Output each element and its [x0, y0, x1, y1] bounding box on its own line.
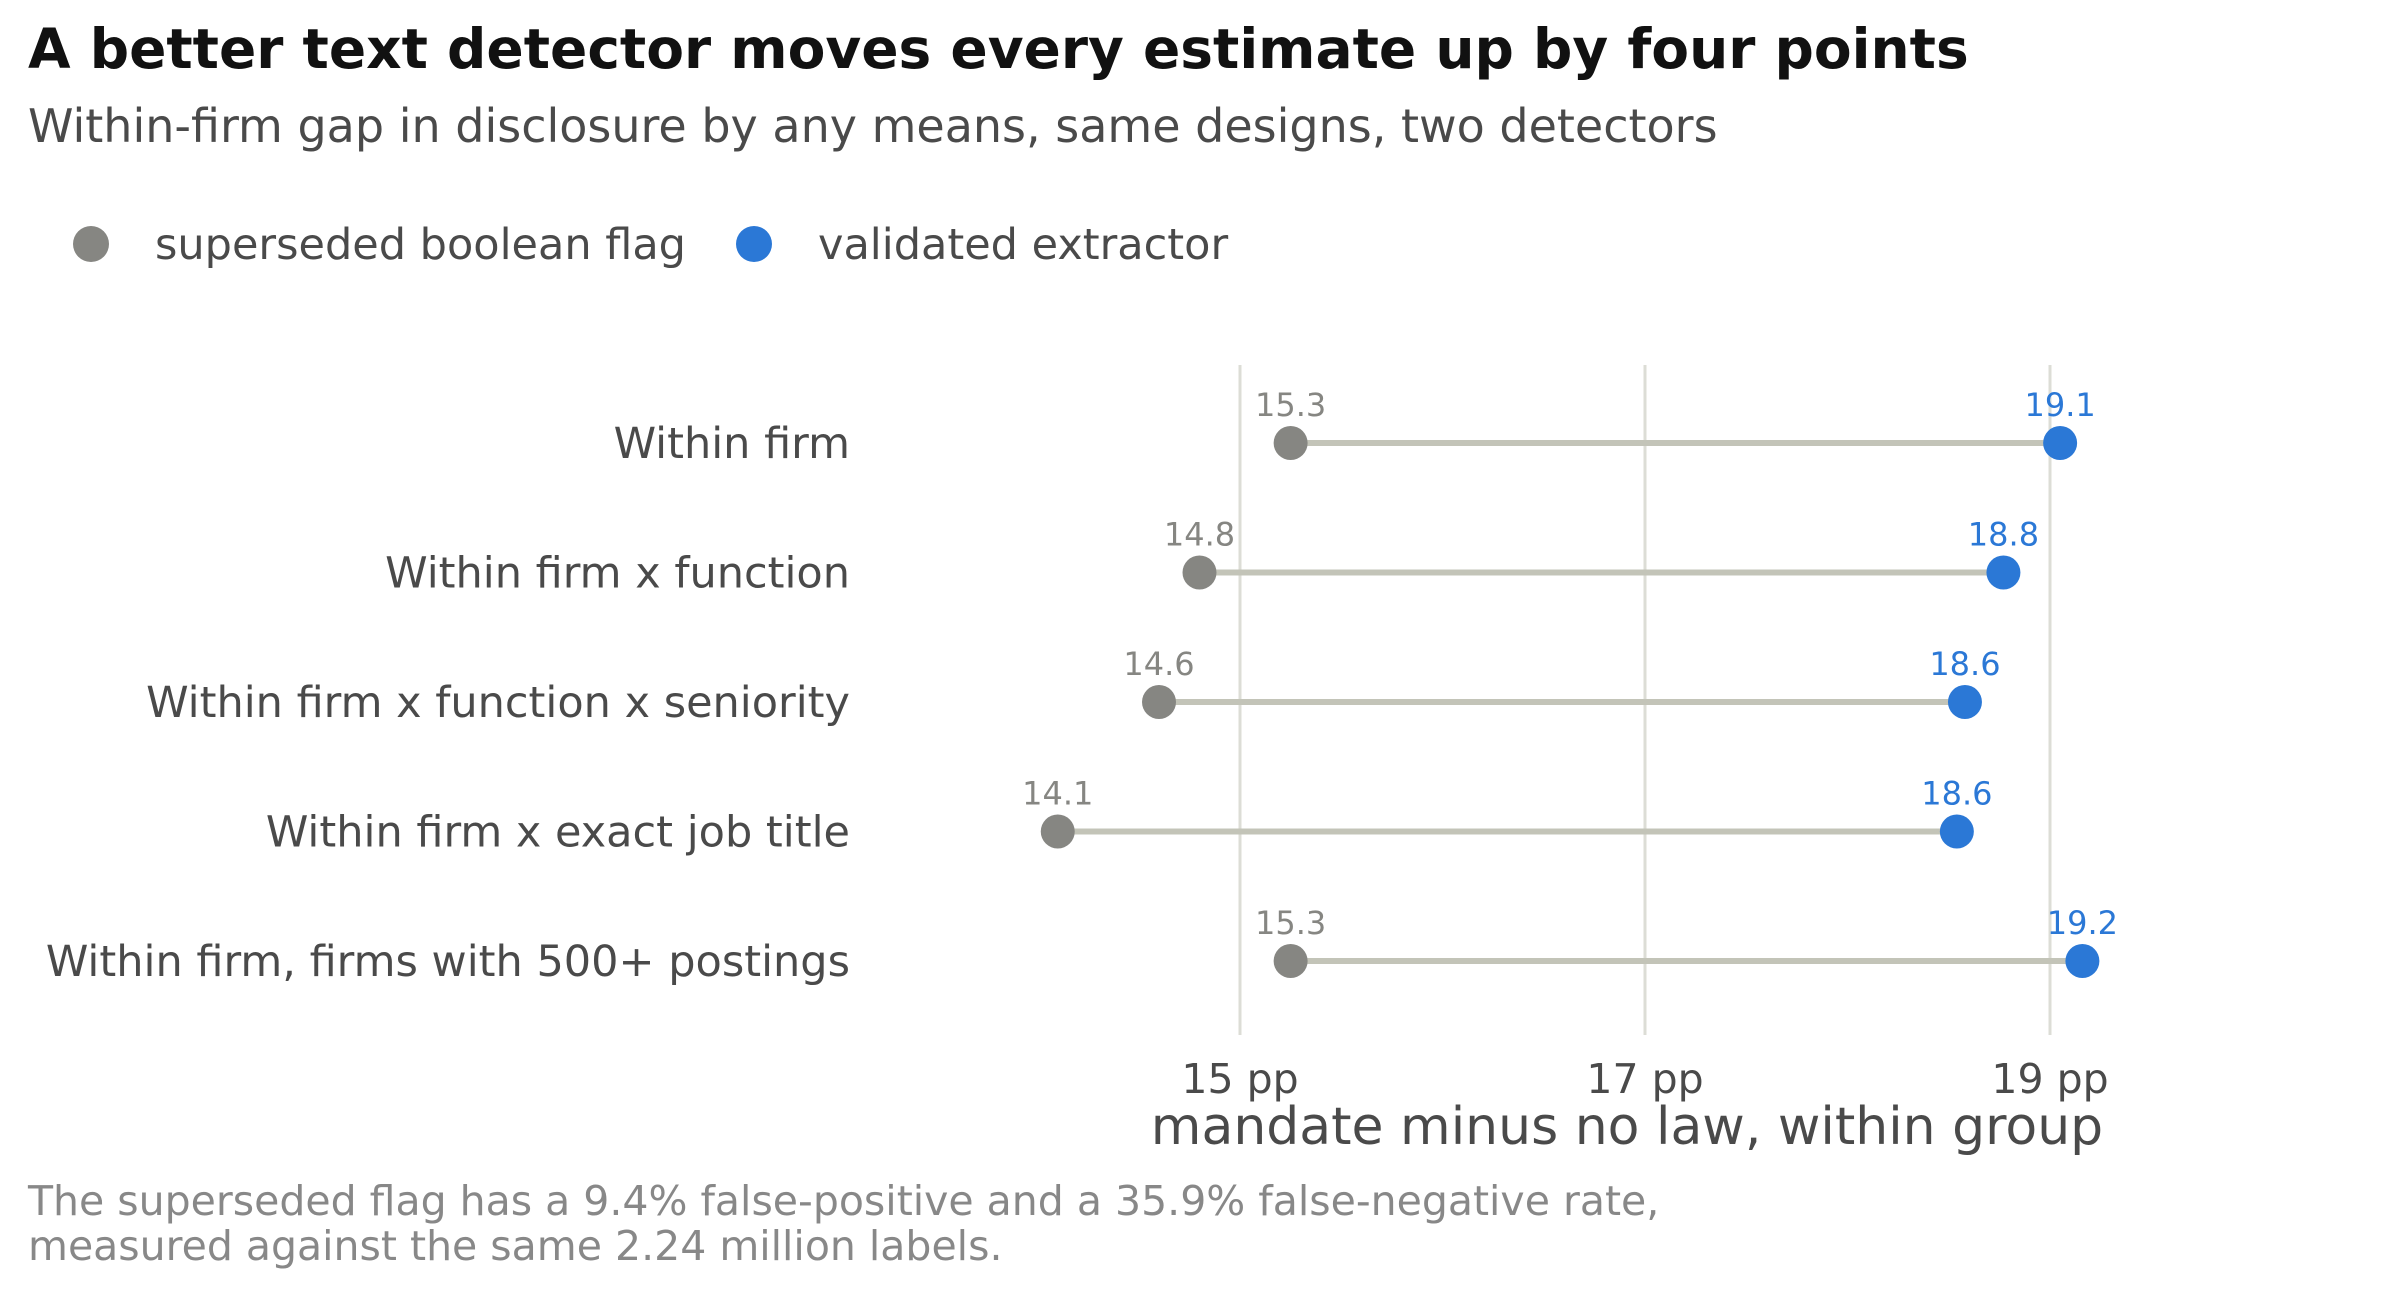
footnote-line-2: measured against the same 2.24 million l… — [28, 1222, 1002, 1270]
x-tick-label-15: 15 pp — [1181, 1055, 1298, 1103]
x-axis-label: mandate minus no law, within group — [1151, 1097, 2103, 1157]
chart-row: Within firm, firms with 500+ postings 15.… — [46, 904, 2118, 987]
chart-title: A better text detector moves every estim… — [28, 17, 1969, 81]
x-tick-label-19: 19 pp — [1991, 1055, 2108, 1103]
value-label-validated: 18.8 — [1968, 516, 2039, 554]
value-label-validated: 18.6 — [1921, 775, 1992, 813]
value-label-superseded: 14.1 — [1022, 775, 1093, 813]
legend-marker-superseded — [73, 226, 109, 262]
point-superseded — [1273, 944, 1308, 978]
chart-row: Within firm 15.3 19.1 — [614, 386, 2096, 469]
x-axis-ticks: 15 pp 17 pp 19 pp — [1181, 1055, 2108, 1103]
x-tick-label-17: 17 pp — [1586, 1055, 1703, 1103]
value-label-superseded: 14.8 — [1164, 516, 1235, 554]
value-label-superseded: 14.6 — [1123, 645, 1194, 683]
chart-row: Within firm x function 14.8 18.8 — [385, 516, 2039, 599]
legend-label-validated: validated extractor — [818, 220, 1228, 270]
chart-row: Within firm x exact job title 14.1 18.6 — [266, 775, 1993, 858]
point-validated — [2065, 944, 2100, 978]
chart-rows: Within firm 15.3 19.1 Within firm x functio… — [46, 386, 2118, 987]
value-label-superseded: 15.3 — [1255, 386, 1326, 424]
point-validated — [1939, 814, 1974, 849]
category-label: Within firm x function x seniority — [146, 678, 850, 728]
category-label: Within firm x exact job title — [266, 808, 850, 858]
legend: superseded boolean flag validated extrac… — [73, 220, 1228, 270]
point-validated — [1947, 685, 1982, 719]
point-superseded — [1273, 426, 1308, 460]
value-label-superseded: 15.3 — [1255, 904, 1326, 942]
point-superseded — [1142, 685, 1176, 719]
point-validated — [2043, 426, 2078, 460]
value-label-validated: 19.2 — [2047, 904, 2118, 942]
category-label: Within firm, firms with 500+ postings — [46, 937, 850, 987]
chart-subtitle: Within-firm gap in disclosure by any mea… — [28, 99, 1718, 153]
point-superseded — [1182, 555, 1217, 590]
category-label: Within firm — [614, 419, 850, 469]
chart-row: Within firm x function x seniority 14.6 18… — [146, 645, 2000, 728]
footnote-line-1: The superseded flag has a 9.4% false-pos… — [27, 1177, 1659, 1225]
point-superseded — [1040, 814, 1075, 849]
category-label: Within firm x function — [385, 549, 850, 599]
value-label-validated: 19.1 — [2025, 386, 2096, 424]
value-label-validated: 18.6 — [1929, 645, 2000, 683]
legend-label-superseded: superseded boolean flag — [155, 220, 686, 270]
point-validated — [1986, 555, 2021, 590]
legend-marker-validated — [736, 226, 772, 262]
